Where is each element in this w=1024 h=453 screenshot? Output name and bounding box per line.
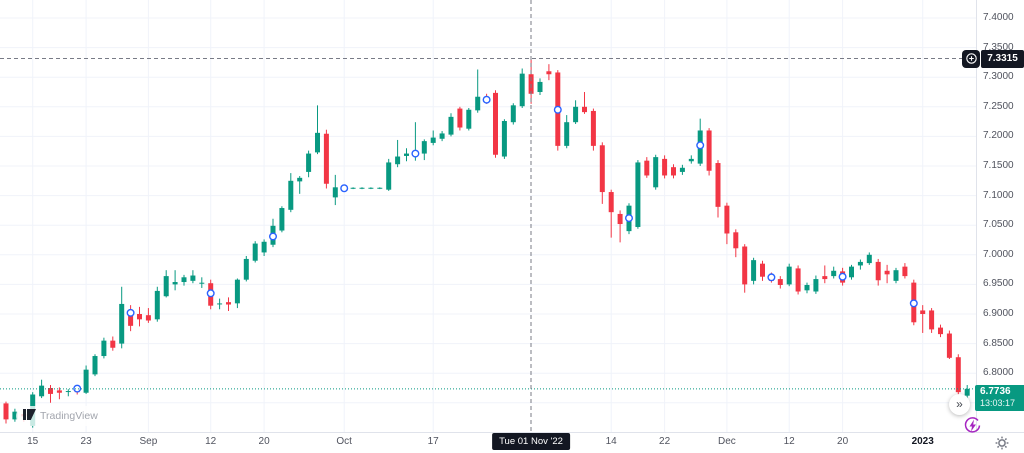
price-axis-label: 6.8000 <box>983 367 1014 379</box>
candlestick-chart[interactable] <box>0 0 976 432</box>
gear-icon[interactable] <box>994 435 1010 451</box>
price-axis-label: 7.2500 <box>983 100 1014 112</box>
price-axis-label: 6.9000 <box>983 308 1014 319</box>
price-axis[interactable]: 7.4000 7.3500 7.3000 7.2500 7.2000 7.1500 7.10… <box>977 0 1024 432</box>
double-chevron-right-icon: » <box>956 397 963 411</box>
last-price-badge: 6.7736 13:03:17 <box>975 385 1024 411</box>
time-axis-label: 20 <box>258 436 270 447</box>
time-axis-label: 17 <box>427 436 439 447</box>
chart-pane[interactable]: TradingView » <box>0 0 977 432</box>
price-axis-label: 6.8500 <box>983 337 1014 349</box>
price-axis-label: 7.3500 <box>983 41 1014 53</box>
time-axis-label: 2023 <box>911 436 934 447</box>
tradingview-watermark: TradingView <box>16 406 108 426</box>
price-axis-label: 7.3000 <box>983 71 1014 83</box>
plus-circle-icon <box>965 53 977 64</box>
time-axis-label: 12 <box>205 436 217 447</box>
add-alert-button[interactable] <box>962 49 980 68</box>
time-axis-label: 15 <box>27 436 39 447</box>
time-axis-label: 23 <box>80 436 92 447</box>
goto-realtime-button[interactable]: » <box>949 394 970 415</box>
price-axis-label: 7.0500 <box>983 219 1014 231</box>
crosshair-price-label: 7.3315 <box>981 49 1024 68</box>
crosshair-price-badge: 7.3315 <box>962 49 1024 68</box>
price-axis-label: 7.1500 <box>983 160 1014 171</box>
crosshair-time-badge: Tue 01 Nov '22 <box>492 433 570 450</box>
time-axis-label: 20 <box>837 436 849 447</box>
time-axis-label: 12 <box>783 436 795 447</box>
tradingview-logo-icon <box>23 407 36 425</box>
time-axis-label: 14 <box>605 436 617 447</box>
time-axis-label: Oct <box>336 436 352 447</box>
lightning-circle-icon[interactable] <box>964 417 981 434</box>
last-price-value: 6.7736 <box>980 386 1011 397</box>
time-axis-label: Dec <box>717 436 736 447</box>
watermark-label: TradingView <box>40 410 98 422</box>
price-axis-label: 7.2000 <box>983 130 1014 142</box>
price-axis-label: 7.4000 <box>983 12 1014 23</box>
price-axis-label: 7.0000 <box>983 248 1014 260</box>
price-axis-label: 7.1000 <box>983 189 1014 201</box>
price-axis-label: 6.9500 <box>983 278 1014 290</box>
time-axis-label: 22 <box>659 436 671 447</box>
time-axis-label: Sep <box>139 436 158 447</box>
bar-countdown-timer: 13:03:17 <box>980 398 1016 408</box>
